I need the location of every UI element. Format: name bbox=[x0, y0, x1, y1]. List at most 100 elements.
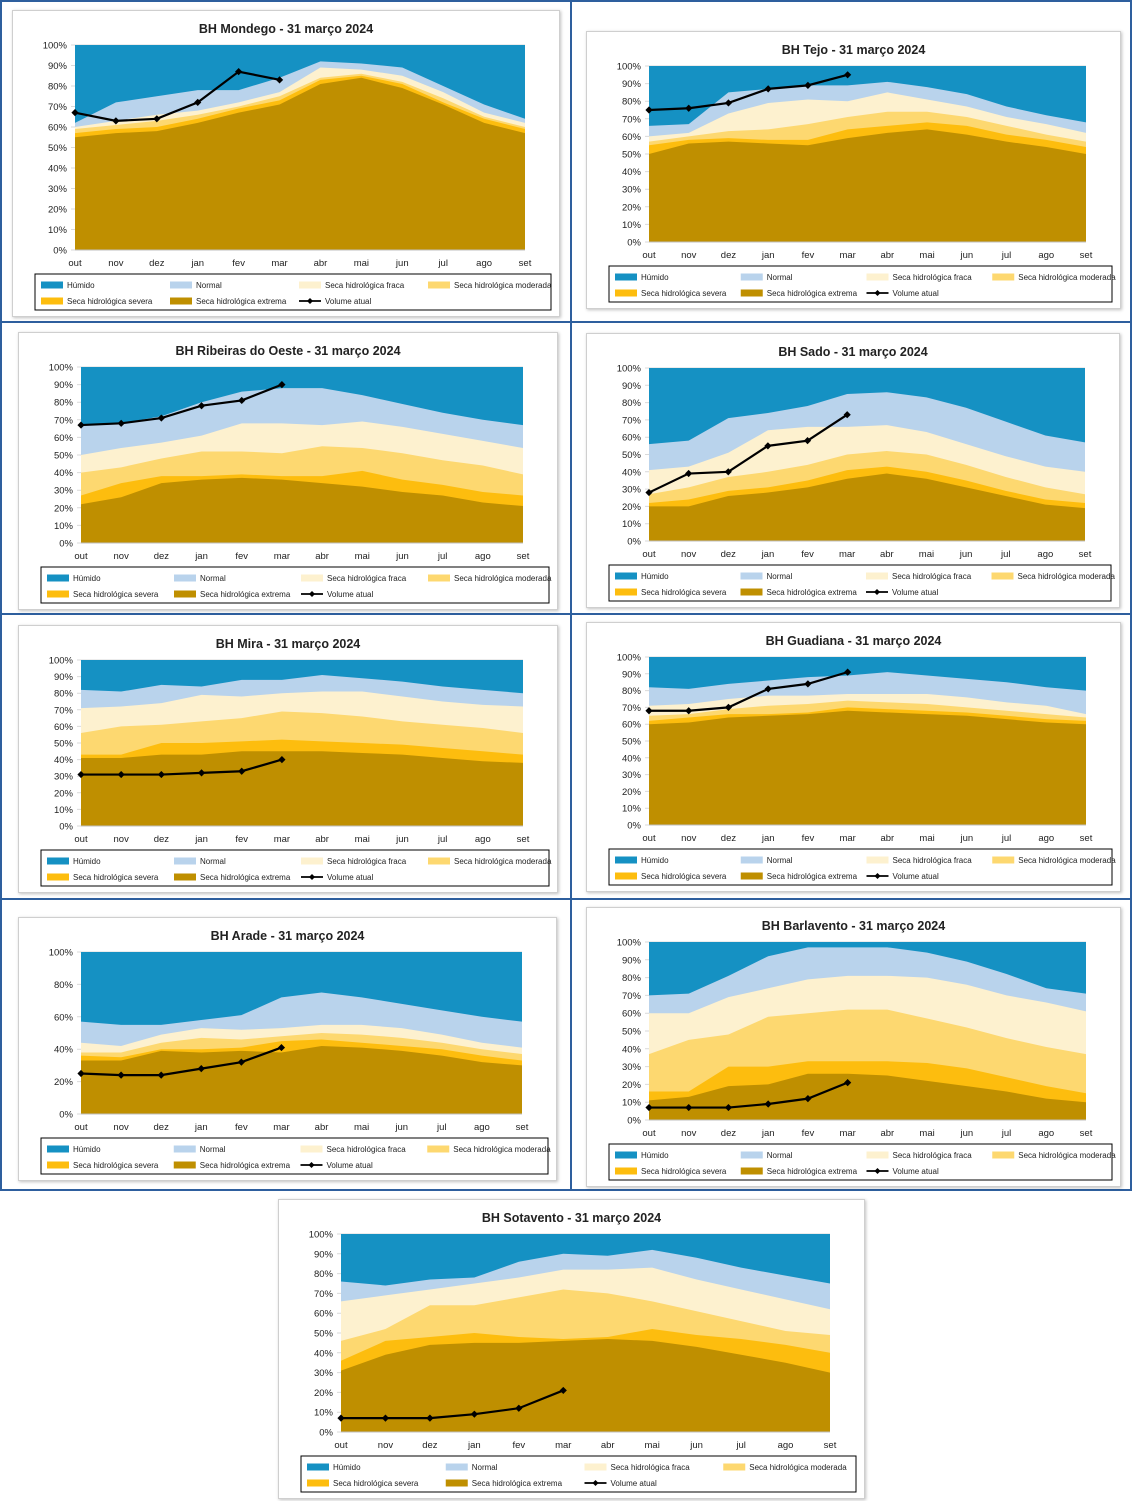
x-tick-label: mar bbox=[271, 258, 287, 269]
x-tick-label: out bbox=[642, 549, 656, 560]
legend-label: Húmido bbox=[73, 1145, 101, 1154]
legend-item-volume: Volume atual bbox=[866, 289, 939, 298]
legend-label: Normal bbox=[472, 1463, 498, 1472]
legend-label: Seca hidrológica fraca bbox=[325, 281, 405, 290]
y-tick-label: 0% bbox=[319, 1428, 333, 1439]
legend-item-moderada: Seca hidrológica moderada bbox=[428, 857, 552, 866]
legend-item-extrema: Seca hidrológica extrema bbox=[740, 872, 858, 881]
chart-card-mondego: BH Mondego - 31 março 2024 0% 10% 20% 30% 40%… bbox=[12, 10, 560, 317]
x-tick-label: jan bbox=[194, 551, 208, 562]
y-tick-label: 40% bbox=[622, 467, 642, 478]
legend-swatch bbox=[47, 857, 69, 865]
legend-label: Húmido bbox=[73, 574, 101, 583]
legend-item-fraca: Seca hidrológica fraca bbox=[301, 857, 407, 866]
legend-label: Seca hidrológica fraca bbox=[611, 1463, 691, 1472]
legend-box bbox=[40, 849, 550, 887]
legend-swatch bbox=[47, 1161, 69, 1169]
volume-atual-line bbox=[81, 758, 283, 776]
legend-label: Seca hidrológica severa bbox=[641, 872, 727, 881]
area-extrema bbox=[649, 129, 1086, 242]
y-tick-label: 20% bbox=[622, 1080, 642, 1091]
legend-swatch bbox=[174, 857, 196, 865]
volume-atual-point bbox=[275, 76, 284, 84]
chart-card-sotavento: BH Sotavento - 31 março 2024 0% 10% 20% 30% 4… bbox=[278, 1199, 865, 1499]
x-tick-label: jul bbox=[1001, 250, 1012, 261]
legend-label: Húmido bbox=[641, 1151, 669, 1160]
x-tick-label: jun bbox=[395, 551, 409, 562]
volume-atual-point bbox=[724, 99, 733, 107]
y-tick-label: 50% bbox=[622, 450, 642, 461]
legend-item-normal: Normal bbox=[740, 1151, 793, 1160]
x-tick-label: fev bbox=[235, 1122, 248, 1133]
y-tick-label: 20% bbox=[48, 205, 68, 216]
legend-label: Volume atual bbox=[325, 297, 371, 306]
x-tick-label: ago bbox=[474, 1122, 490, 1133]
legend-diamond-marker bbox=[874, 589, 880, 595]
y-tick-label: 50% bbox=[54, 451, 74, 462]
x-tick-label: set bbox=[824, 1440, 837, 1451]
legend-item-extrema: Seca hidrológica extrema bbox=[740, 289, 858, 298]
legend-item-fraca: Seca hidrológica fraca bbox=[301, 574, 407, 583]
y-tick-label: 90% bbox=[622, 669, 642, 680]
legend-label: Seca hidrológica extrema bbox=[767, 289, 858, 298]
legend-label: Seca hidrológica fraca bbox=[893, 273, 973, 282]
volume-atual-point bbox=[278, 756, 286, 764]
y-tick-label: 40% bbox=[622, 167, 642, 178]
y-tick-label: 10% bbox=[54, 805, 74, 816]
legend-label: Húmido bbox=[333, 1463, 361, 1472]
y-tick-label: 100% bbox=[617, 653, 642, 664]
volume-atual-point bbox=[645, 707, 653, 715]
x-tick-label: jun bbox=[959, 250, 973, 261]
y-tick-label: 40% bbox=[54, 755, 74, 766]
chart-legend: Húmido Normal Seca hidrológica fraca Seca h… bbox=[40, 1137, 551, 1175]
y-tick-label: 60% bbox=[54, 722, 74, 733]
x-tick-label: set bbox=[517, 551, 530, 562]
chart-svg: BH Tejo - 31 março 2024 0% 10% 20% 30% 40% 50%… bbox=[608, 43, 1116, 303]
volume-atual-point bbox=[844, 1079, 852, 1087]
legend-item-severa: Seca hidrológica severa bbox=[615, 1167, 727, 1176]
y-tick-label: 100% bbox=[309, 1230, 334, 1241]
x-tick-label: out bbox=[642, 833, 656, 844]
y-tick-label: 100% bbox=[617, 364, 642, 375]
legend-swatch bbox=[866, 572, 888, 580]
legend-label: Volume atual bbox=[892, 588, 938, 597]
legend-label: Húmido bbox=[73, 857, 101, 866]
legend-label: Seca hidrológica severa bbox=[333, 1479, 419, 1488]
x-tick-label: jul bbox=[436, 1122, 447, 1133]
volume-atual-line bbox=[74, 70, 280, 122]
y-tick-label: 70% bbox=[622, 991, 642, 1002]
x-tick-label: nov bbox=[108, 258, 124, 269]
chart-card-sado: BH Sado - 31 março 2024 0% 10% 20% 30% 40% 50%… bbox=[586, 333, 1120, 608]
legend-item-fraca: Seca hidrológica fraca bbox=[866, 856, 972, 865]
y-tick-label: 10% bbox=[622, 804, 642, 815]
x-tick-label: out bbox=[74, 551, 88, 562]
legend-swatch bbox=[615, 273, 637, 281]
y-tick-label: 100% bbox=[43, 41, 68, 52]
legend-item-fraca: Seca hidrológica fraca bbox=[584, 1463, 691, 1472]
legend-swatch bbox=[740, 273, 763, 281]
legend-item-severa: Seca hidrológica severa bbox=[47, 590, 159, 599]
x-tick-label: set bbox=[1080, 1128, 1093, 1139]
x-tick-label: jun bbox=[395, 834, 409, 845]
legend-label: Seca hidrológica severa bbox=[641, 289, 727, 298]
chart-legend: Húmido Normal Seca hidrológica fraca Seca h… bbox=[40, 566, 552, 604]
legend-item-normal: Normal bbox=[170, 281, 222, 290]
area-extrema bbox=[649, 473, 1085, 541]
volume-atual-point bbox=[197, 1065, 205, 1073]
y-tick-label: 90% bbox=[54, 380, 74, 391]
volume-atual-point bbox=[153, 115, 161, 123]
volume-atual-point bbox=[645, 1103, 653, 1112]
y-tick-label: 60% bbox=[622, 720, 642, 731]
legend-swatch bbox=[740, 572, 763, 580]
chart-svg: BH Sotavento - 31 março 2024 0% 10% 20% 30% 4… bbox=[300, 1211, 857, 1493]
legend-label: Normal bbox=[196, 281, 222, 290]
legend-item-moderada: Seca hidrológica moderada bbox=[427, 1145, 551, 1154]
legend-item-humido: Húmido bbox=[615, 273, 669, 282]
legend-swatch bbox=[300, 1145, 323, 1153]
x-tick-label: fev bbox=[802, 1128, 815, 1139]
x-tick-label: dez bbox=[721, 833, 737, 844]
legend-item-severa: Seca hidrológica severa bbox=[47, 1161, 159, 1170]
legend-label: Húmido bbox=[67, 281, 95, 290]
volume-atual-point bbox=[426, 1414, 434, 1422]
volume-atual-line bbox=[649, 671, 848, 712]
